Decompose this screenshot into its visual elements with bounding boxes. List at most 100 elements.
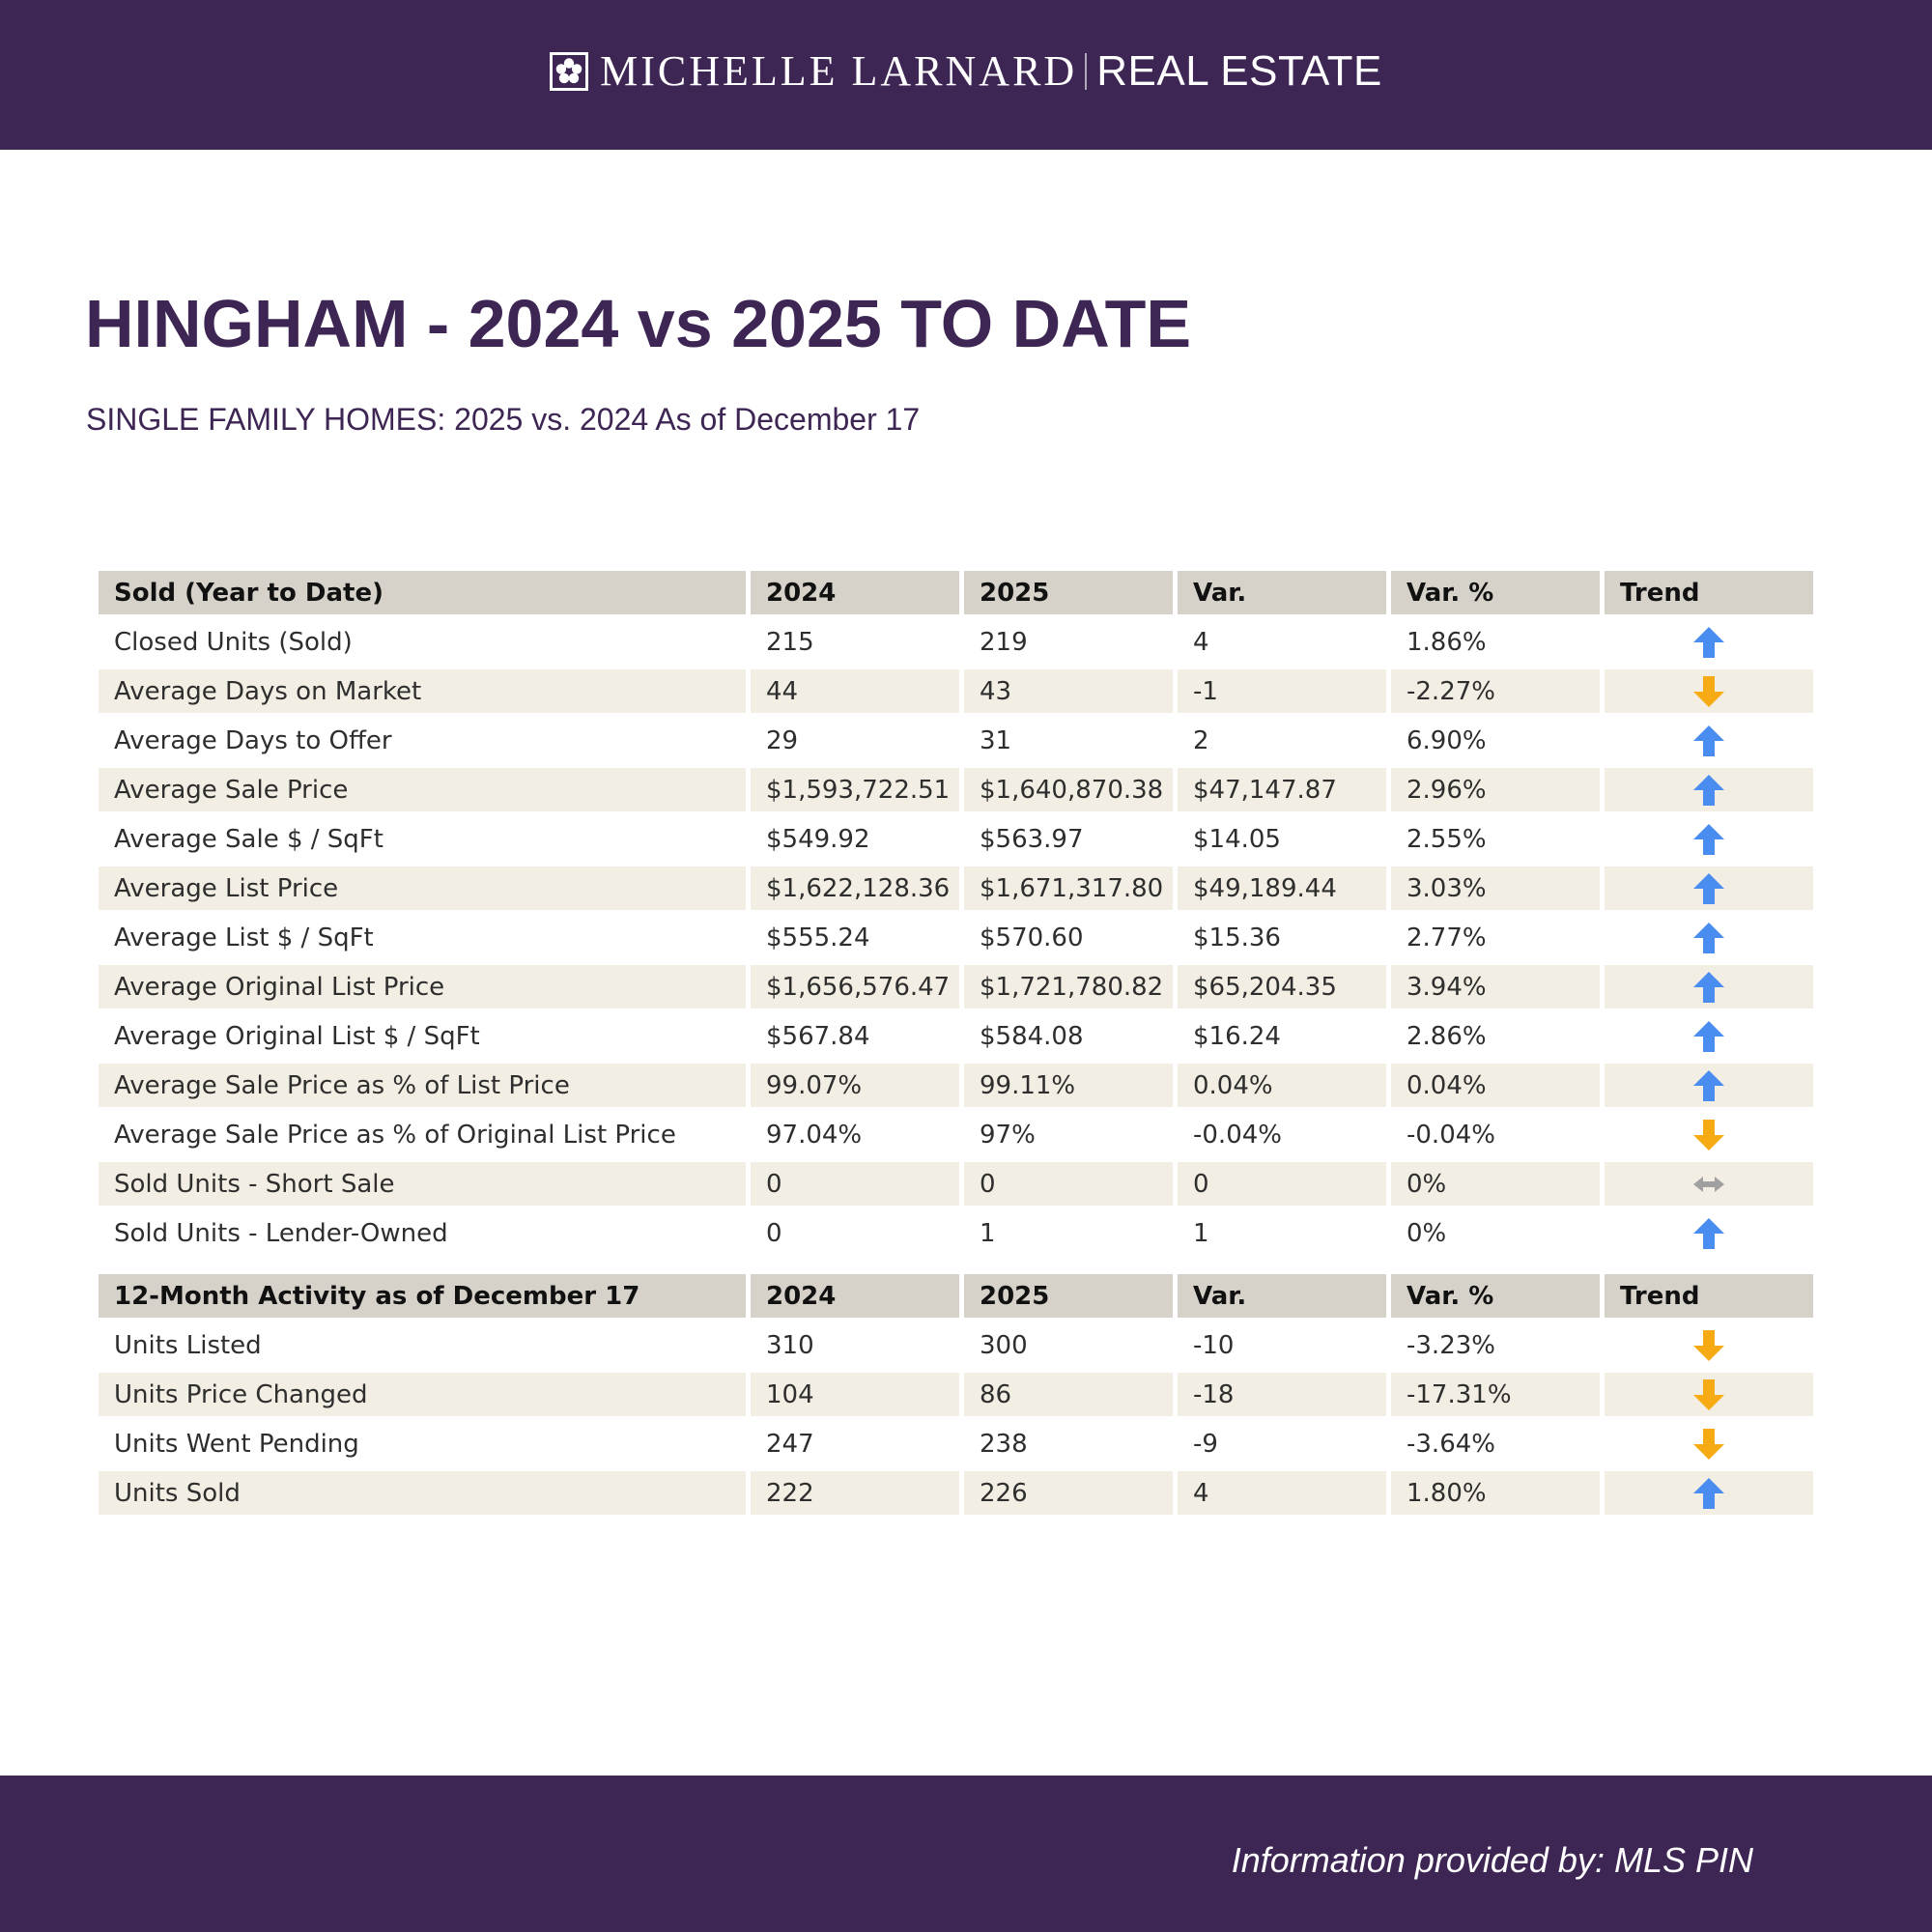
variance-value: 4 xyxy=(1178,1471,1386,1515)
arrow-up-icon xyxy=(1693,1217,1724,1249)
table-section-gap xyxy=(99,1261,1813,1268)
variance-percent: 0% xyxy=(1391,1162,1600,1206)
variance-value: -0.04% xyxy=(1193,1120,1282,1150)
value-2024: 222 xyxy=(751,1471,959,1515)
variance-value: 4 xyxy=(1193,627,1209,657)
table-row: Average Sale Price as % of List Price 99.… xyxy=(99,1064,1813,1107)
value-2024: $567.84 xyxy=(766,1021,870,1051)
metric-label: Sold Units - Lender-Owned xyxy=(114,1218,448,1248)
arrow-up-icon xyxy=(1693,626,1724,658)
metric-label: Units Listed xyxy=(114,1330,262,1360)
value-2025: 43 xyxy=(964,669,1173,713)
table-row: Sold Units - Short Sale 0 0 0 0% xyxy=(99,1162,1813,1206)
variance-value: 2 xyxy=(1193,725,1209,755)
value-2025: 300 xyxy=(980,1330,1028,1360)
table-row: Units Listed 310 300 -10 -3.23% xyxy=(99,1323,1813,1367)
value-2024: $549.92 xyxy=(766,824,870,854)
variance-percent: -0.04% xyxy=(1406,1120,1495,1150)
value-2025: $1,640,870.38 xyxy=(964,768,1173,811)
metric-label: Closed Units (Sold) xyxy=(114,627,353,657)
trend-cell xyxy=(1605,1471,1813,1515)
variance-percent: -2.27% xyxy=(1391,669,1600,713)
table-row: Average Sale $ / SqFt $549.92 $563.97 $14.0… xyxy=(99,817,1813,861)
trend-cell xyxy=(1605,719,1813,762)
variance-percent: 6.90% xyxy=(1406,725,1487,755)
table-row: Average Sale Price $1,593,722.51 $1,640,87… xyxy=(99,768,1813,811)
footer-credit: Information provided by: MLS PIN xyxy=(1231,1840,1753,1880)
table-row: Closed Units (Sold) 215 219 4 1.86% xyxy=(99,620,1813,664)
trend-cell xyxy=(1605,1014,1813,1058)
arrow-down-icon xyxy=(1693,1329,1724,1361)
value-2025: $563.97 xyxy=(980,824,1084,854)
column-header-var: Var. xyxy=(1178,571,1386,614)
variance-percent: 1.86% xyxy=(1406,627,1487,657)
page-title: HINGHAM - 2024 vs 2025 TO DATE xyxy=(85,286,1192,361)
footer-bar: Information provided by: MLS PIN xyxy=(0,1776,1932,1932)
arrow-up-icon xyxy=(1693,971,1724,1003)
value-2024: $1,622,128.36 xyxy=(751,867,959,910)
value-2024: $1,656,576.47 xyxy=(751,965,959,1009)
metric-label: Units Sold xyxy=(99,1471,746,1515)
value-2025: 99.11% xyxy=(964,1064,1173,1107)
variance-value: 0.04% xyxy=(1178,1064,1386,1107)
trend-cell xyxy=(1605,965,1813,1009)
variance-value: $49,189.44 xyxy=(1178,867,1386,910)
value-2024: 247 xyxy=(766,1429,814,1459)
variance-percent: 0% xyxy=(1406,1218,1447,1248)
flower-logo-icon xyxy=(550,51,589,91)
arrow-up-icon xyxy=(1693,774,1724,806)
variance-percent: -17.31% xyxy=(1391,1373,1600,1416)
arrow-down-icon xyxy=(1693,1378,1724,1410)
variance-percent: -3.64% xyxy=(1406,1429,1495,1459)
value-2024: 215 xyxy=(766,627,814,657)
column-header-trend: Trend xyxy=(1605,571,1813,614)
brand-logo-group[interactable]: MICHELLE LARNARD REAL ESTATE xyxy=(550,46,1382,96)
trend-cell xyxy=(1605,916,1813,959)
brand-tagline: REAL ESTATE xyxy=(1096,46,1382,95)
table-row: Sold Units - Lender-Owned 0 1 1 0% xyxy=(99,1211,1813,1255)
table-row: Average Original List Price $1,656,576.47… xyxy=(99,965,1813,1009)
arrow-left-right-icon xyxy=(1693,1176,1724,1192)
metric-label: Units Price Changed xyxy=(99,1373,746,1416)
trend-cell xyxy=(1605,768,1813,811)
value-2025: 226 xyxy=(964,1471,1173,1515)
header-bar: MICHELLE LARNARD REAL ESTATE xyxy=(0,0,1932,150)
section-spacer xyxy=(99,1261,1813,1268)
column-header-2025: 2025 xyxy=(964,1274,1173,1318)
value-2025: $1,721,780.82 xyxy=(964,965,1173,1009)
arrow-down-icon xyxy=(1693,1428,1724,1460)
metric-label: Average Days to Offer xyxy=(114,725,392,755)
brand-name: MICHELLE LARNARD xyxy=(600,47,1078,95)
trend-cell xyxy=(1605,1211,1813,1255)
arrow-up-icon xyxy=(1693,724,1724,756)
metric-label: Units Went Pending xyxy=(114,1429,359,1459)
variance-percent: 3.94% xyxy=(1391,965,1600,1009)
trend-cell xyxy=(1605,1162,1813,1206)
variance-percent: 1.80% xyxy=(1391,1471,1600,1515)
variance-percent: -3.23% xyxy=(1406,1330,1495,1360)
variance-percent: 2.55% xyxy=(1406,824,1487,854)
table-row: Average Days on Market 44 43 -1 -2.27% xyxy=(99,669,1813,713)
page-subtitle: SINGLE FAMILY HOMES: 2025 vs. 2024 As of… xyxy=(86,402,921,437)
metric-label: Average Original List Price xyxy=(99,965,746,1009)
arrow-up-icon xyxy=(1693,872,1724,904)
variance-value: $14.05 xyxy=(1193,824,1281,854)
value-2025: 86 xyxy=(964,1373,1173,1416)
variance-value: 0 xyxy=(1178,1162,1386,1206)
value-2024: $555.24 xyxy=(766,923,870,952)
value-2024: 44 xyxy=(751,669,959,713)
arrow-down-icon xyxy=(1693,675,1724,707)
trend-cell xyxy=(1605,1113,1813,1156)
value-2024: $1,593,722.51 xyxy=(751,768,959,811)
table-row: Units Price Changed 104 86 -18 -17.31% xyxy=(99,1373,1813,1416)
market-stats-table: Sold (Year to Date) 2024 2025 Var. Var. … xyxy=(94,565,1818,1520)
sold-table-body: Closed Units (Sold) 215 219 4 1.86% Average D… xyxy=(99,620,1813,1255)
trend-cell xyxy=(1605,1422,1813,1465)
value-2024: 0 xyxy=(751,1162,959,1206)
trend-cell xyxy=(1605,1323,1813,1367)
column-header-activity: 12-Month Activity as of December 17 xyxy=(99,1274,746,1318)
table-row: Average List $ / SqFt $555.24 $570.60 $15.3… xyxy=(99,916,1813,959)
value-2024: 0 xyxy=(766,1218,782,1248)
table-row: Average Sale Price as % of Original List… xyxy=(99,1113,1813,1156)
metric-label: Average List $ / SqFt xyxy=(114,923,374,952)
